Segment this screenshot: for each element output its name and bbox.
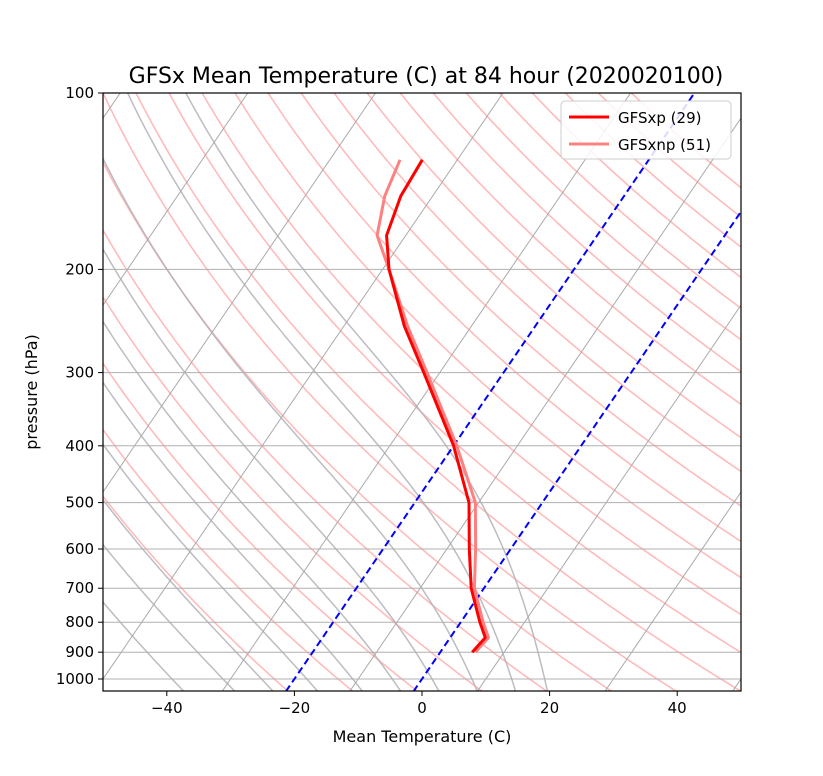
moist-adiabat-line (185, 93, 549, 691)
pressure-gridlines (103, 93, 741, 680)
isotherm-line (103, 93, 249, 307)
isotherm-line (103, 93, 504, 680)
chart-title: GFSx Mean Temperature (C) at 84 hour (20… (129, 64, 724, 89)
y-tick-label: 600 (65, 540, 94, 558)
x-axis: −40 −20 0 20 40 (151, 691, 687, 717)
dry-adiabat-line (234, 93, 741, 579)
y-tick-label: 900 (65, 643, 94, 661)
y-tick-label: 700 (65, 579, 94, 597)
x-tick-label: 40 (668, 699, 687, 717)
y-axis: 1000 900 800 700 600 500 400 300 200 100 (56, 84, 103, 688)
dry-adiabat-line (399, 93, 741, 406)
dry-adiabat-line (103, 495, 289, 691)
legend-label-gfsxnp: GFSxnp (51) (618, 136, 711, 154)
skewed-isotherms (103, 93, 741, 691)
x-tick-label: −20 (279, 699, 311, 717)
dry-adiabat-line (103, 428, 354, 691)
x-tick-label: −40 (151, 699, 183, 717)
moist-adiabat-line (127, 93, 517, 691)
isotherm-line (221, 93, 632, 691)
y-axis-label: pressure (hPa) (22, 334, 41, 450)
moist-adiabat-line (103, 543, 236, 691)
x-axis-label: Mean Temperature (C) (333, 727, 512, 746)
dry-adiabat-line (465, 93, 741, 341)
dry-adiabat-line (135, 93, 741, 691)
dry-adiabat-line (432, 93, 741, 373)
y-tick-label: 1000 (56, 670, 94, 688)
plot-area (103, 93, 741, 691)
dry-adiabat-line (366, 93, 741, 439)
moist-adiabat-line (103, 442, 319, 691)
isotherm-line (349, 117, 741, 691)
isotherm-line (476, 304, 741, 691)
y-tick-label: 400 (65, 437, 94, 455)
moist-adiabat-line (103, 156, 478, 691)
dry-adiabat-line (103, 93, 677, 691)
dry-adiabat-line (300, 93, 741, 507)
dry-adiabats (103, 93, 741, 691)
legend-label-gfsxp: GFSxp (29) (618, 109, 701, 127)
moist-adiabat-line (103, 381, 364, 691)
dry-adiabat-line (201, 93, 741, 616)
dry-adiabat-line (267, 93, 741, 543)
y-tick-label: 800 (65, 613, 94, 631)
series-line-gfsxp (385, 159, 487, 654)
isotherm-line (103, 93, 376, 493)
dry-adiabat-line (103, 228, 548, 691)
isotherm-line (604, 491, 741, 691)
moist-adiabat-line (103, 600, 185, 691)
y-tick-label: 100 (65, 84, 94, 102)
temperature-profiles (375, 159, 490, 654)
y-tick-label: 500 (65, 494, 94, 512)
x-tick-label: 0 (417, 699, 427, 717)
moist-adiabat-line (103, 498, 274, 691)
dry-adiabat-line (168, 93, 741, 654)
series-line-gfsxnp (375, 159, 490, 654)
y-tick-label: 300 (65, 364, 94, 382)
dry-adiabat-line (333, 93, 741, 473)
x-tick-label: 20 (540, 699, 559, 717)
moist-adiabat-line (103, 320, 402, 691)
moist-adiabats (103, 93, 549, 691)
dry-adiabat-line (103, 361, 419, 691)
dry-adiabat-line (103, 295, 483, 691)
y-tick-label: 200 (65, 260, 94, 278)
legend: GFSxp (29) GFSxnp (51) (560, 100, 732, 160)
